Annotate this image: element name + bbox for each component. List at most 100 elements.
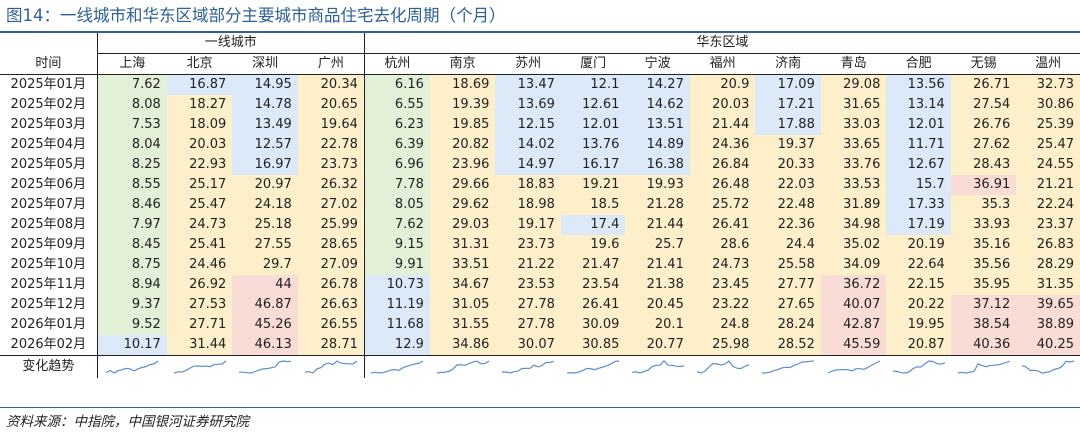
- value-cell: 12.15: [495, 115, 561, 135]
- value-cell: 33.03: [820, 115, 887, 135]
- value-cell: 35.16: [950, 235, 1017, 255]
- value-cell: 10.73: [363, 275, 430, 295]
- trend-label: 变化趋势: [0, 355, 98, 378]
- value-cell: 46.13: [232, 335, 298, 356]
- sparkline: [827, 360, 880, 374]
- value-cell: 24.73: [689, 255, 756, 275]
- value-cell: 7.78: [363, 175, 430, 195]
- city-header: 北京: [186, 56, 213, 71]
- value-cell: 25.99: [297, 215, 365, 235]
- value-cell: 21.21: [1016, 175, 1080, 195]
- value-cell: 24.36: [689, 135, 756, 155]
- sparkline: [173, 360, 226, 374]
- value-cell: 12.1: [560, 74, 626, 95]
- value-cell: 23.54: [560, 275, 626, 295]
- table-row: 2026年02月 10.17 31.44 46.13 28.71 12.9 34.86 30.…: [0, 335, 1080, 356]
- value-cell: 7.62: [363, 215, 430, 235]
- sparkline-path: [502, 360, 555, 374]
- value-cell: 14.62: [625, 95, 690, 115]
- sparkline-path: [957, 360, 1010, 374]
- row-date: 2026年02月: [10, 337, 87, 352]
- sparkline-path: [827, 360, 880, 374]
- value-cell: 14.97: [495, 155, 561, 175]
- value-cell: 12.61: [560, 95, 626, 115]
- value-cell: 28.24: [755, 315, 821, 335]
- value-cell: 28.52: [755, 335, 821, 356]
- value-cell: 27.77: [755, 275, 821, 295]
- value-cell: 20.03: [689, 95, 756, 115]
- table-row: 2025年12月 9.37 27.53 46.87 26.63 11.19 31.05 27.…: [0, 295, 1080, 315]
- value-cell: 17.21: [755, 95, 821, 115]
- top-rule: [0, 31, 1080, 33]
- table-row: 2025年11月 8.94 26.92 44 26.78 10.73 34.67 23.53 2…: [0, 275, 1080, 295]
- value-cell: 14.02: [495, 135, 561, 155]
- value-cell: 21.38: [625, 275, 690, 295]
- value-cell: 22.93: [166, 155, 233, 175]
- data-table-wrap: 一线城市 华东区域 时间 上海 北京 深圳 广州 杭州 南京 苏州 厦门 宁波 福州 济南 青岛 合肥 无…: [0, 33, 1080, 407]
- trend-cell: [232, 355, 298, 378]
- value-cell: 27.78: [495, 315, 561, 335]
- table-row: 2025年09月 8.45 25.41 27.55 28.65 9.15 31.31 23.7…: [0, 235, 1080, 255]
- value-cell: 25.18: [232, 215, 298, 235]
- value-cell: 9.91: [363, 255, 430, 275]
- value-cell: 8.75: [96, 255, 167, 275]
- trend-cell: [495, 355, 561, 378]
- value-cell: 17.4: [560, 215, 626, 235]
- value-cell: 23.22: [689, 295, 756, 315]
- value-cell: 24.4: [755, 235, 821, 255]
- value-cell: 38.54: [950, 315, 1017, 335]
- sparkline-path: [106, 360, 159, 374]
- sparkline-path: [1021, 360, 1075, 374]
- value-cell: 40.36: [950, 335, 1017, 356]
- value-cell: 20.1: [625, 315, 690, 335]
- value-cell: 12.9: [363, 335, 430, 356]
- value-cell: 17.19: [886, 215, 951, 235]
- value-cell: 31.31: [429, 235, 496, 255]
- trend-cell: [886, 355, 951, 378]
- row-date: 2025年12月: [10, 297, 87, 312]
- table-row: 2025年03月 7.53 18.09 13.49 19.64 6.23 19.85 12.1…: [0, 115, 1080, 135]
- value-cell: 16.97: [232, 155, 298, 175]
- value-cell: 19.93: [625, 175, 690, 195]
- value-cell: 25.39: [1016, 115, 1080, 135]
- value-cell: 22.36: [755, 215, 821, 235]
- value-cell: 6.39: [363, 135, 430, 155]
- value-cell: 24.18: [232, 195, 298, 215]
- sparkline-path: [304, 360, 358, 374]
- value-cell: 19.64: [297, 115, 365, 135]
- value-cell: 45.59: [820, 335, 887, 356]
- value-cell: 17.33: [886, 195, 951, 215]
- value-cell: 33.53: [820, 175, 887, 195]
- value-cell: 28.65: [297, 235, 365, 255]
- value-cell: 37.12: [950, 295, 1017, 315]
- city-header: 温州: [1035, 56, 1062, 71]
- value-cell: 31.65: [820, 95, 887, 115]
- row-date: 2025年02月: [10, 97, 87, 112]
- value-cell: 8.04: [96, 135, 167, 155]
- sparkline: [371, 360, 424, 374]
- sparkline-path: [567, 360, 620, 374]
- value-cell: 14.27: [625, 74, 690, 95]
- value-cell: 24.73: [166, 215, 233, 235]
- value-cell: 22.03: [755, 175, 821, 195]
- value-cell: 18.69: [429, 74, 496, 95]
- city-header: 深圳: [252, 56, 279, 71]
- sparkline: [106, 360, 159, 374]
- sparkline-path: [239, 360, 292, 374]
- value-cell: 30.09: [560, 315, 626, 335]
- row-date: 2025年06月: [10, 177, 87, 192]
- table-row: 2025年10月 8.75 24.46 29.7 27.09 9.91 33.51 21.22…: [0, 255, 1080, 275]
- value-cell: 20.9: [689, 74, 756, 95]
- value-cell: 25.41: [166, 235, 233, 255]
- sparkline: [696, 360, 749, 374]
- city-header: 合肥: [905, 56, 932, 71]
- value-cell: 9.15: [363, 235, 430, 255]
- value-cell: 7.62: [96, 74, 167, 95]
- value-cell: 20.65: [297, 95, 365, 115]
- value-cell: 13.47: [495, 74, 561, 95]
- value-cell: 14.95: [232, 74, 298, 95]
- value-cell: 11.19: [363, 295, 430, 315]
- value-cell: 26.55: [297, 315, 365, 335]
- value-cell: 20.03: [166, 135, 233, 155]
- table-body: 2025年01月 7.62 16.87 14.95 20.34 6.16 18.69 13.4…: [0, 74, 1080, 378]
